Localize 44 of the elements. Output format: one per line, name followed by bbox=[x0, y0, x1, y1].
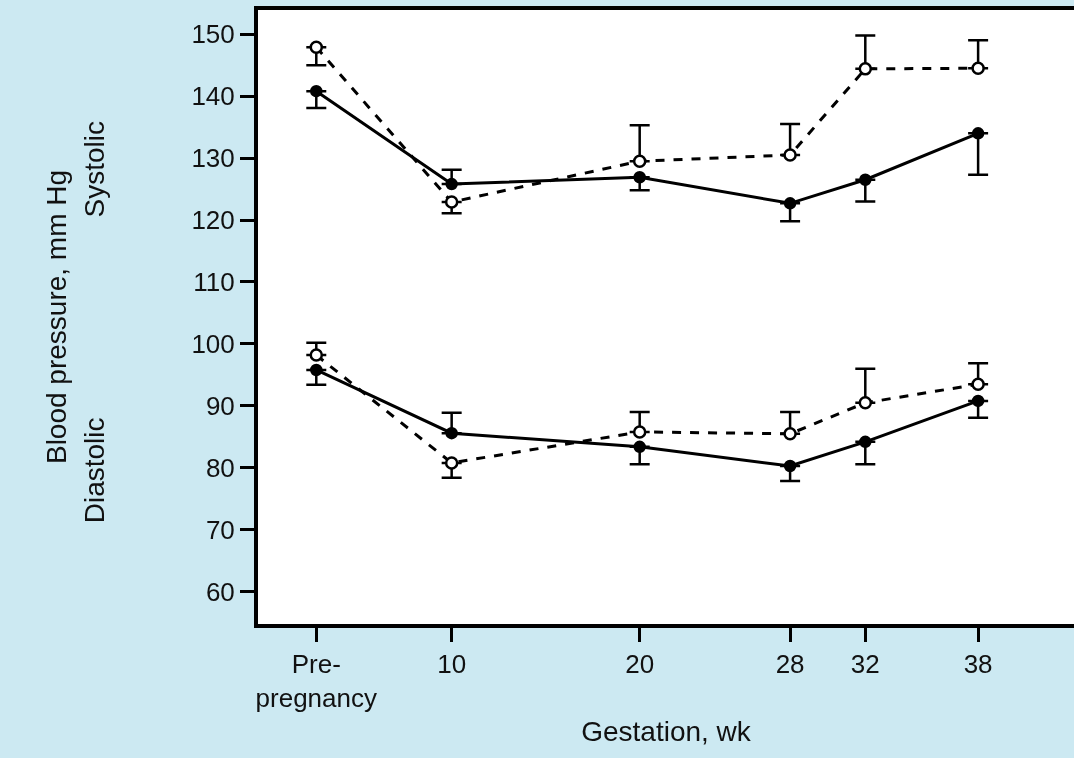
point bbox=[971, 61, 985, 75]
x-tick-label: Pre- pregnancy bbox=[255, 649, 377, 713]
point bbox=[971, 394, 985, 408]
x-tick-label: 28 bbox=[775, 649, 805, 680]
point bbox=[859, 435, 872, 449]
point bbox=[444, 456, 459, 470]
y-axis-title: Blood pressure, mm Hg bbox=[40, 169, 72, 465]
x-tick-label: 20 bbox=[625, 649, 655, 680]
text: Diastolic bbox=[79, 417, 111, 524]
point bbox=[310, 363, 323, 377]
point bbox=[783, 459, 797, 473]
point bbox=[444, 195, 459, 209]
y-tick-label: 150 bbox=[191, 19, 235, 50]
point bbox=[445, 426, 458, 440]
point bbox=[309, 40, 324, 54]
x-tick-label: 32 bbox=[850, 649, 880, 680]
point bbox=[633, 171, 646, 184]
point bbox=[633, 440, 646, 454]
y-tick-label: 80 bbox=[205, 452, 235, 483]
x-axis-title: Gestation, wk bbox=[581, 715, 752, 747]
y-tick-label: 140 bbox=[191, 81, 235, 112]
point bbox=[971, 127, 985, 140]
y-tick-label: 130 bbox=[191, 143, 235, 174]
point bbox=[445, 177, 458, 191]
y-tick-label: 70 bbox=[205, 514, 235, 545]
point bbox=[858, 62, 873, 76]
text: Systolic bbox=[79, 120, 111, 218]
y-tick-label: 110 bbox=[193, 267, 235, 298]
point bbox=[783, 427, 797, 441]
y-tick-label: 90 bbox=[205, 391, 235, 422]
point bbox=[971, 377, 985, 391]
x-tick-label: 10 bbox=[437, 649, 467, 680]
point bbox=[632, 425, 647, 439]
point bbox=[309, 348, 324, 362]
y-tick-label: 60 bbox=[205, 576, 235, 607]
point bbox=[783, 197, 797, 210]
point bbox=[859, 173, 872, 187]
point bbox=[632, 154, 647, 168]
y-tick-label: 100 bbox=[191, 329, 235, 360]
y-tick-label: 120 bbox=[191, 205, 235, 236]
point bbox=[858, 396, 873, 410]
point bbox=[310, 84, 323, 98]
point bbox=[783, 148, 797, 162]
x-tick-label: 38 bbox=[963, 649, 993, 680]
